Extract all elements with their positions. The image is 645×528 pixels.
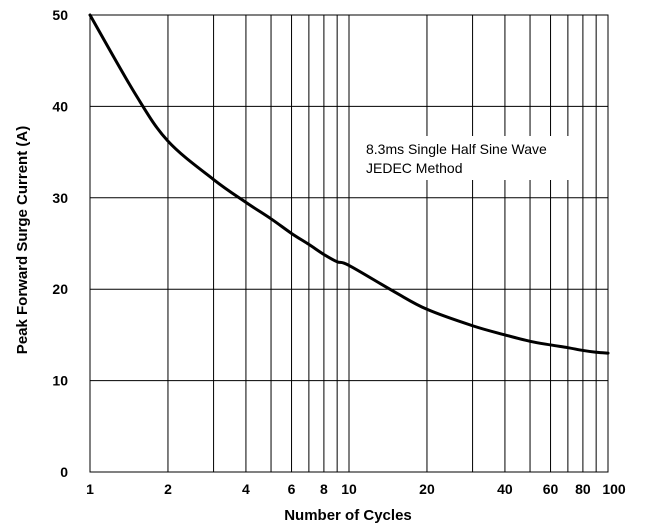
x-tick-label: 80 <box>575 481 591 497</box>
x-tick-label: 60 <box>543 481 559 497</box>
y-axis-title: Peak Forward Surge Current (A) <box>14 126 31 354</box>
grid-layer <box>89 14 609 473</box>
x-tick-label: 10 <box>341 481 357 497</box>
series-layer <box>88 13 610 355</box>
surge-current-curve <box>88 13 610 355</box>
x-tick-label: 100 <box>602 481 626 497</box>
y-tick-label: 20 <box>52 281 68 297</box>
x-tick-label: 2 <box>164 481 172 497</box>
x-tick-label: 8 <box>320 481 328 497</box>
x-tick-label: 6 <box>288 481 296 497</box>
y-tick-label: 50 <box>52 7 68 23</box>
annotation-line-2: JEDEC Method <box>366 160 462 176</box>
x-tick-label: 1 <box>86 481 94 497</box>
plot-frame <box>89 14 609 473</box>
x-axis-title: Number of Cycles <box>284 507 412 524</box>
x-tick-label: 40 <box>497 481 513 497</box>
y-tick-label: 40 <box>52 98 68 114</box>
x-tick-label: 4 <box>242 481 250 497</box>
annotation-line-1: 8.3ms Single Half Sine Wave <box>366 141 547 157</box>
x-tick-label: 20 <box>419 481 435 497</box>
tick-labels: 1 2 4 6 8 10 20 40 60 80 100 0 10 20 30 40 50 <box>52 7 625 497</box>
annotation-box <box>360 136 580 180</box>
y-tick-label: 0 <box>60 464 68 480</box>
y-tick-label: 10 <box>52 373 68 389</box>
y-tick-label: 30 <box>52 190 68 206</box>
